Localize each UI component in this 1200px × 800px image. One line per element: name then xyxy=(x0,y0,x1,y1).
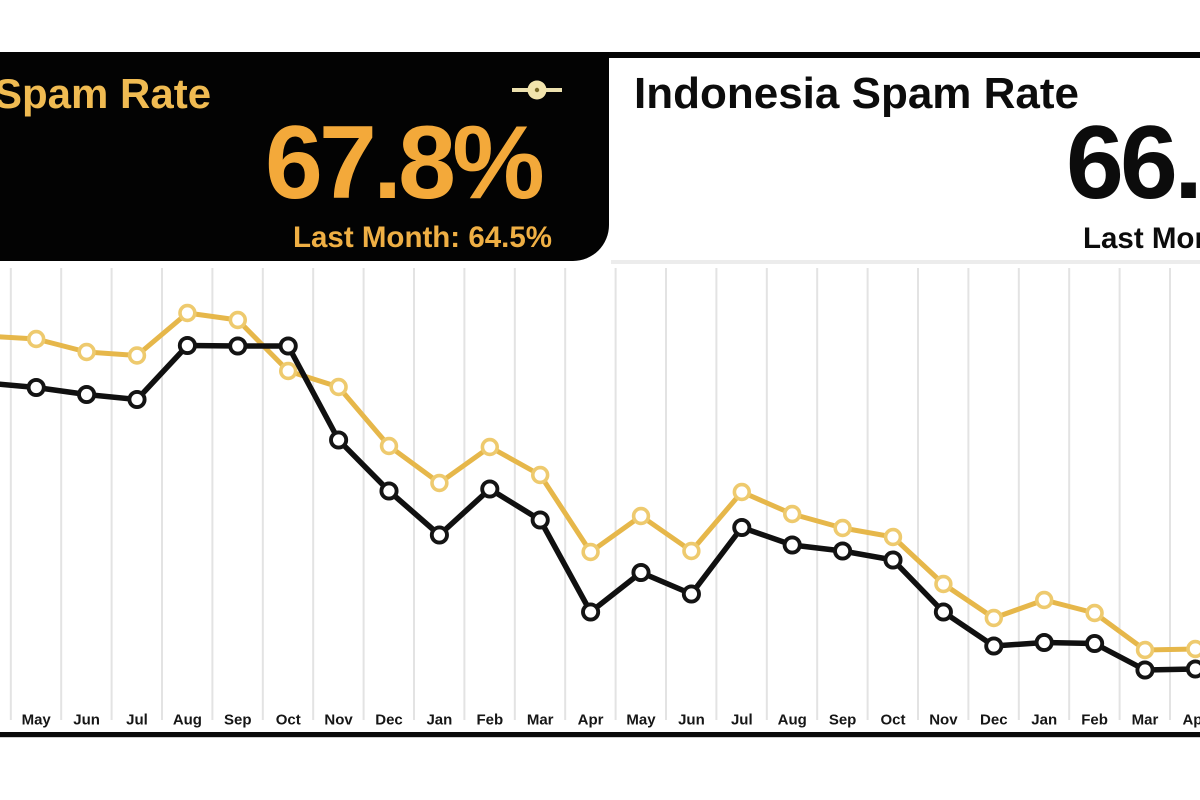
svg-text:Jul: Jul xyxy=(731,712,753,729)
svg-text:Jan: Jan xyxy=(426,712,452,729)
svg-text:Jul: Jul xyxy=(126,712,148,729)
svg-text:Mar: Mar xyxy=(527,712,554,729)
svg-text:Jun: Jun xyxy=(678,712,705,729)
svg-text:Jan: Jan xyxy=(1031,712,1057,729)
svg-text:May: May xyxy=(626,712,656,729)
svg-text:Apr: Apr xyxy=(1182,712,1200,729)
svg-text:Feb: Feb xyxy=(1081,712,1108,729)
svg-text:Sep: Sep xyxy=(829,712,857,729)
svg-text:Jun: Jun xyxy=(73,712,100,729)
svg-text:Apr: Apr xyxy=(578,712,604,729)
svg-text:Aug: Aug xyxy=(778,712,807,729)
svg-text:Sep: Sep xyxy=(224,712,252,729)
svg-text:Oct: Oct xyxy=(276,712,301,729)
svg-text:Oct: Oct xyxy=(880,712,905,729)
svg-text:Dec: Dec xyxy=(980,712,1008,729)
svg-text:Dec: Dec xyxy=(375,712,403,729)
svg-text:Mar: Mar xyxy=(1132,712,1159,729)
svg-text:May: May xyxy=(22,712,52,729)
svg-text:Feb: Feb xyxy=(476,712,503,729)
svg-text:Nov: Nov xyxy=(324,712,353,729)
svg-text:Aug: Aug xyxy=(173,712,202,729)
svg-text:Nov: Nov xyxy=(929,712,958,729)
